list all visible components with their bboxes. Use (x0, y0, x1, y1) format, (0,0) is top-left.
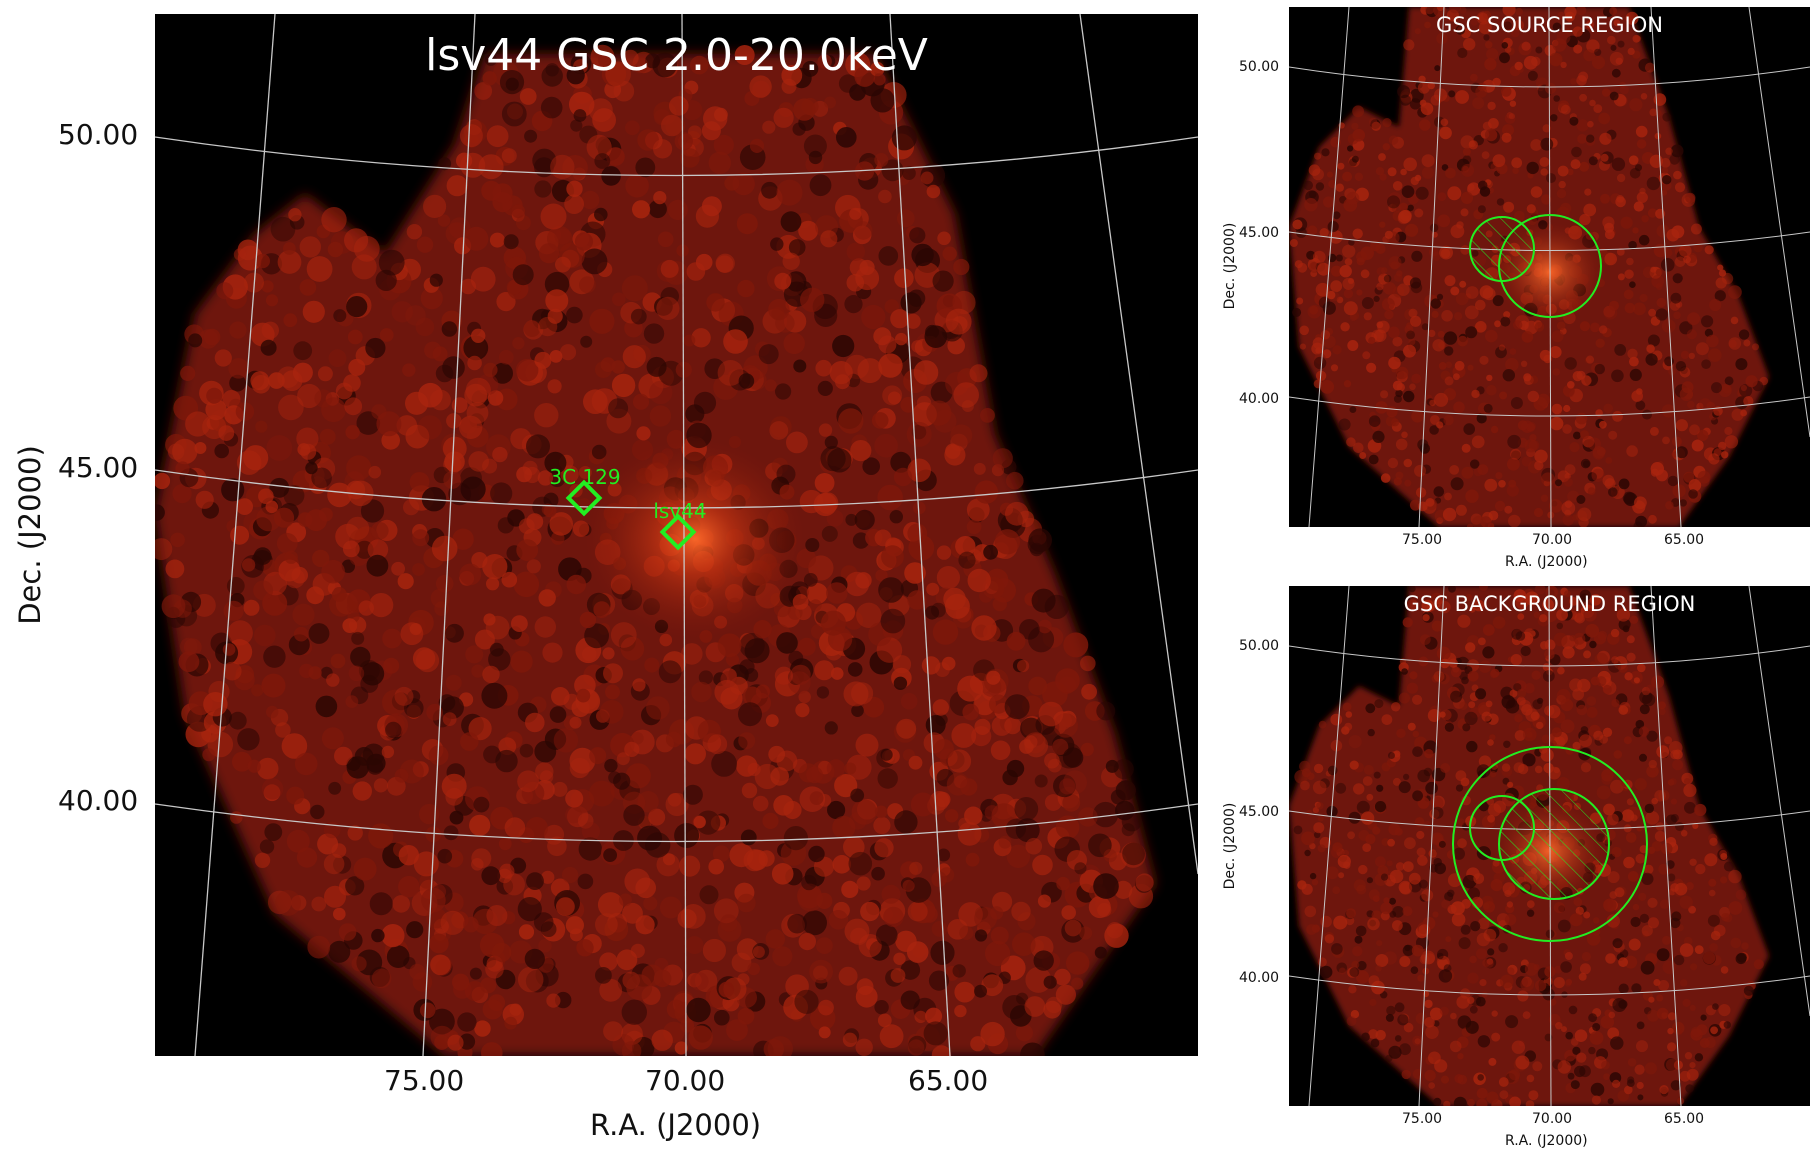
bkg-ra-tick-70: 70.00 (1532, 1111, 1573, 1127)
source-region-circle (1498, 214, 1602, 318)
source-markers (565, 479, 697, 551)
src-ra-tick-65: 65.00 (1664, 532, 1705, 548)
background-region-panel[interactable]: GSC BACKGROUND REGION (1289, 586, 1810, 1106)
bkg-ra-tick-75: 75.00 (1402, 1111, 1443, 1127)
source-label-lsv44: lsv44 (653, 499, 706, 523)
emission-texture (1289, 7, 1769, 527)
source-sky-image (1289, 7, 1810, 527)
background-panel-title: GSC BACKGROUND REGION (1403, 592, 1696, 616)
ra-tick-65: 65.00 (908, 1064, 989, 1097)
src-dec-tick-50: 50.00 (1239, 59, 1280, 75)
src-ra-tick-75: 75.00 (1402, 532, 1443, 548)
src-dec-tick-45: 45.00 (1239, 225, 1280, 241)
main-title: lsv44 GSC 2.0-20.0keV (425, 30, 928, 81)
ra-tick-70: 70.00 (645, 1064, 726, 1097)
lsv44-marker (659, 513, 697, 551)
main-image-panel[interactable]: 3C 129 lsv44 lsv44 GSC 2.0-20.0keV (155, 14, 1198, 1056)
source-panel-title: GSC SOURCE REGION (1436, 13, 1663, 37)
background-sky-image (1289, 586, 1810, 1106)
3c129-marker (565, 479, 603, 517)
dec-tick-50: 50.00 (58, 118, 139, 151)
src-ylabel: Dec. (J2000) (1222, 222, 1238, 310)
bkg-dec-tick-40: 40.00 (1239, 970, 1280, 986)
bkg-dec-tick-50: 50.00 (1239, 638, 1280, 654)
bkg-ra-tick-65: 65.00 (1664, 1111, 1705, 1127)
bkg-xlabel: R.A. (J2000) (1505, 1133, 1588, 1149)
bkg-ylabel: Dec. (J2000) (1222, 802, 1238, 890)
src-xlabel: R.A. (J2000) (1505, 554, 1588, 570)
source-region-panel[interactable]: GSC SOURCE REGION (1289, 7, 1810, 527)
background-annulus-circle (1452, 746, 1648, 942)
main-sky-image: 3C 129 lsv44 (155, 14, 1198, 1056)
coordinate-grid (155, 14, 1198, 1056)
excluded-source-circle (1498, 788, 1610, 900)
dec-tick-45: 45.00 (58, 451, 139, 484)
main-ylabel: Dec. (J2000) (13, 445, 47, 625)
bright-source-glow (585, 439, 805, 639)
source-label-3c129: 3C 129 (549, 465, 620, 489)
main-xlabel: R.A. (J2000) (590, 1108, 762, 1142)
src-ra-tick-70: 70.00 (1532, 532, 1573, 548)
bkg-dec-tick-45: 45.00 (1239, 804, 1280, 820)
src-dec-tick-40: 40.00 (1239, 391, 1280, 407)
coordinate-grid (1289, 7, 1810, 527)
dec-tick-40: 40.00 (58, 784, 139, 817)
ra-tick-75: 75.00 (384, 1064, 465, 1097)
